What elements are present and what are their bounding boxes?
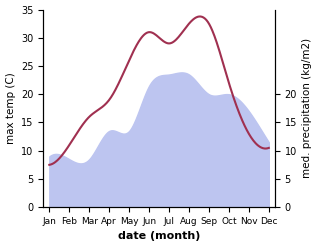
X-axis label: date (month): date (month) (118, 231, 200, 242)
Y-axis label: max temp (C): max temp (C) (5, 72, 16, 144)
Y-axis label: med. precipitation (kg/m2): med. precipitation (kg/m2) (302, 38, 313, 178)
